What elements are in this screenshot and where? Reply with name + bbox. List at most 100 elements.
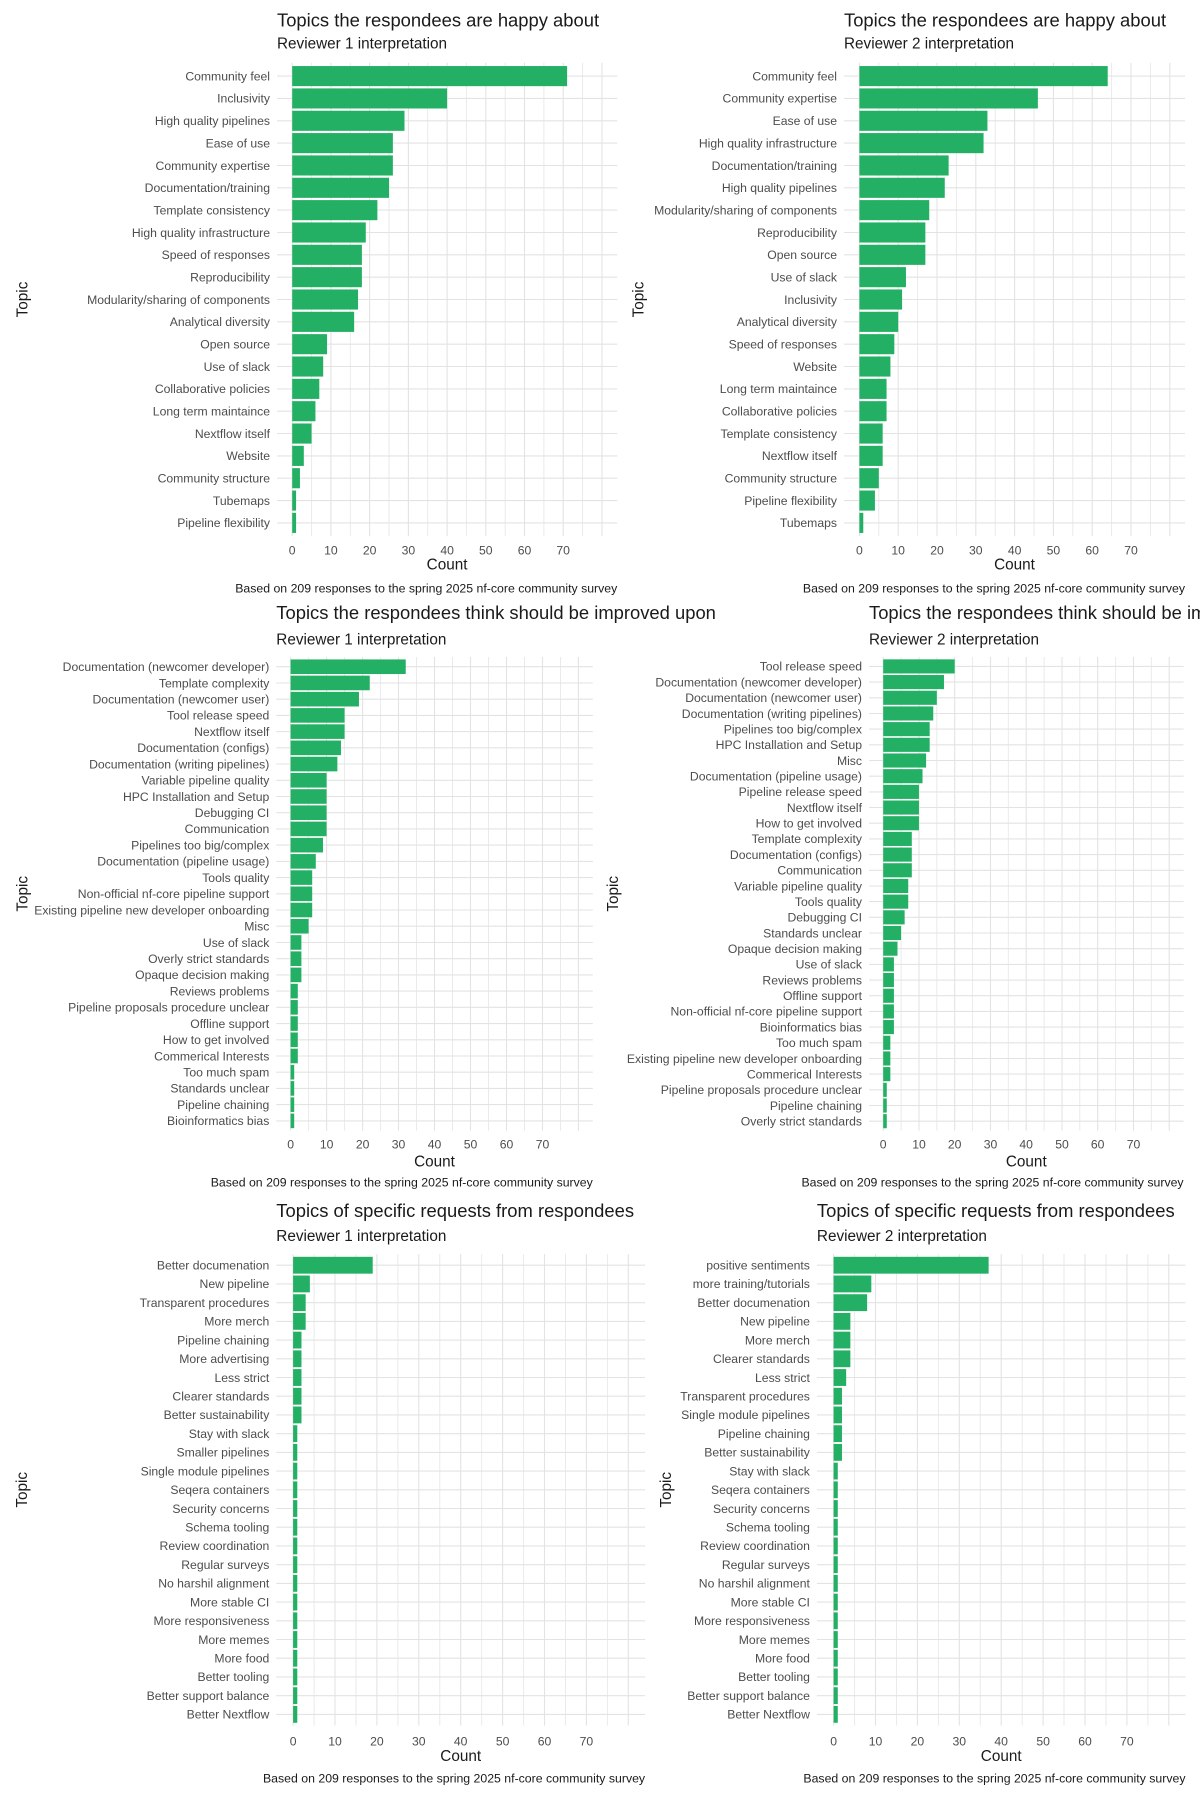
svg-text:60: 60 [518,544,532,558]
svg-text:10: 10 [891,544,905,558]
svg-text:Schema tooling: Schema tooling [185,1521,269,1535]
svg-text:Better tooling: Better tooling [738,1670,810,1684]
svg-text:40: 40 [1008,544,1022,558]
svg-text:30: 30 [969,544,983,558]
svg-text:Better tooling: Better tooling [197,1670,269,1684]
svg-text:Speed of responses: Speed of responses [162,248,270,262]
svg-text:Transparent procedures: Transparent procedures [140,1296,270,1310]
svg-text:30: 30 [953,1735,967,1749]
svg-text:Community structure: Community structure [725,472,838,486]
svg-text:Debugging CI: Debugging CI [195,806,270,820]
svg-text:20: 20 [363,544,377,558]
svg-text:Commerical Interests: Commerical Interests [154,1049,269,1063]
svg-text:Better sustainability: Better sustainability [164,1408,271,1422]
svg-text:50: 50 [479,544,493,558]
svg-text:Count: Count [427,557,469,574]
svg-text:Pipeline proposals procedure u: Pipeline proposals procedure unclear [68,1001,269,1015]
svg-text:More memes: More memes [739,1633,810,1647]
svg-text:Non-official nf-core pipeline: Non-official nf-core pipeline support [78,887,270,901]
svg-text:Non-official nf-core pipeline: Non-official nf-core pipeline support [671,1005,863,1019]
svg-text:10: 10 [869,1735,883,1749]
svg-text:Count: Count [994,557,1036,574]
svg-text:60: 60 [1091,1138,1105,1152]
svg-text:Opaque decision making: Opaque decision making [135,968,269,982]
svg-text:0: 0 [830,1735,837,1749]
svg-text:30: 30 [412,1735,426,1749]
svg-text:Pipeline chaining: Pipeline chaining [718,1427,810,1441]
svg-text:Count: Count [440,1748,482,1765]
svg-text:Documentation/training: Documentation/training [145,181,270,195]
svg-text:Analytical diversity: Analytical diversity [737,315,838,329]
svg-text:Pipeline chaining: Pipeline chaining [770,1099,862,1113]
svg-text:60: 60 [500,1138,514,1152]
svg-text:Topics of specific requests fr: Topics of specific requests from respond… [276,1200,634,1221]
svg-text:Misc: Misc [244,920,269,934]
svg-text:Better documenation: Better documenation [157,1259,269,1273]
svg-text:Topic: Topic [631,281,648,317]
svg-text:50: 50 [1047,544,1061,558]
svg-text:New pipeline: New pipeline [200,1277,270,1291]
svg-text:50: 50 [1036,1735,1050,1749]
svg-text:Ease of use: Ease of use [773,114,838,128]
svg-text:Too much spam: Too much spam [776,1036,862,1050]
svg-text:Documentation (newcomer user): Documentation (newcomer user) [685,691,862,705]
svg-text:70: 70 [1124,544,1138,558]
svg-text:Based on 209 responses to the: Based on 209 responses to the spring 202… [803,1772,1186,1786]
svg-text:Smaller pipelines: Smaller pipelines [176,1446,269,1460]
svg-text:Community expertise: Community expertise [156,159,271,173]
svg-text:Documentation (configs): Documentation (configs) [137,741,269,755]
svg-text:Topics the respondees think sh: Topics the respondees think should be im… [869,602,1200,623]
svg-text:Standards unclear: Standards unclear [170,1082,269,1096]
svg-text:Tool release speed: Tool release speed [167,709,269,723]
svg-text:More memes: More memes [198,1633,269,1647]
svg-text:Offline support: Offline support [783,989,863,1003]
svg-text:Clearer standards: Clearer standards [172,1390,269,1404]
svg-text:Reproducibility: Reproducibility [190,270,271,284]
svg-text:Use of slack: Use of slack [771,270,838,284]
svg-text:0: 0 [856,544,863,558]
svg-text:Tool release speed: Tool release speed [760,660,862,674]
svg-text:Stay with slack: Stay with slack [189,1427,271,1441]
svg-text:No harshil alignment: No harshil alignment [699,1577,811,1591]
svg-text:Less strict: Less strict [755,1371,810,1385]
svg-text:60: 60 [538,1735,552,1749]
svg-text:Documentation (writing pipelin: Documentation (writing pipelines) [682,707,862,721]
svg-text:Too much spam: Too much spam [183,1066,269,1080]
svg-text:20: 20 [356,1138,370,1152]
svg-text:10: 10 [324,544,338,558]
svg-text:High quality pipelines: High quality pipelines [155,114,270,128]
svg-text:Topic: Topic [605,876,622,912]
svg-text:Better Nextflow: Better Nextflow [187,1708,270,1722]
svg-text:Less strict: Less strict [214,1371,269,1385]
svg-text:Tubemaps: Tubemaps [780,516,837,530]
svg-text:No harshil alignment: No harshil alignment [158,1577,270,1591]
svg-text:Nextflow itself: Nextflow itself [762,449,838,463]
svg-text:Review coordination: Review coordination [160,1539,270,1553]
svg-text:How to get involved: How to get involved [756,817,862,831]
svg-text:Pipeline chaining: Pipeline chaining [177,1333,269,1347]
svg-text:Bioinformatics bias: Bioinformatics bias [760,1020,862,1034]
svg-text:Modularity/sharing of componen: Modularity/sharing of components [87,293,270,307]
svg-text:Based on 209 responses to the: Based on 209 responses to the spring 202… [211,1175,594,1189]
svg-text:Clearer standards: Clearer standards [713,1352,810,1366]
svg-text:Documentation (newcomer user): Documentation (newcomer user) [93,692,270,706]
svg-text:Topic: Topic [15,281,32,317]
svg-text:Reviewer 1 interpretation: Reviewer 1 interpretation [276,632,446,649]
svg-text:Ease of use: Ease of use [206,136,271,150]
svg-text:Community structure: Community structure [158,472,271,486]
svg-text:70: 70 [556,544,570,558]
svg-text:10: 10 [320,1138,334,1152]
svg-text:30: 30 [402,544,416,558]
svg-text:Tubemaps: Tubemaps [213,494,270,508]
svg-text:Topics the respondees think sh: Topics the respondees think should be im… [276,602,716,623]
svg-text:40: 40 [440,544,454,558]
svg-text:Pipeline release speed: Pipeline release speed [739,785,862,799]
svg-text:30: 30 [392,1138,406,1152]
svg-text:Documentation (pipeline usage): Documentation (pipeline usage) [97,855,269,869]
svg-text:Commerical Interests: Commerical Interests [747,1067,862,1081]
svg-text:Based on 209 responses to the: Based on 209 responses to the spring 202… [801,1175,1184,1189]
svg-text:50: 50 [496,1735,510,1749]
svg-text:Pipeline flexibility: Pipeline flexibility [177,516,271,530]
svg-text:Overly strict standards: Overly strict standards [148,952,269,966]
svg-text:More merch: More merch [204,1315,269,1329]
